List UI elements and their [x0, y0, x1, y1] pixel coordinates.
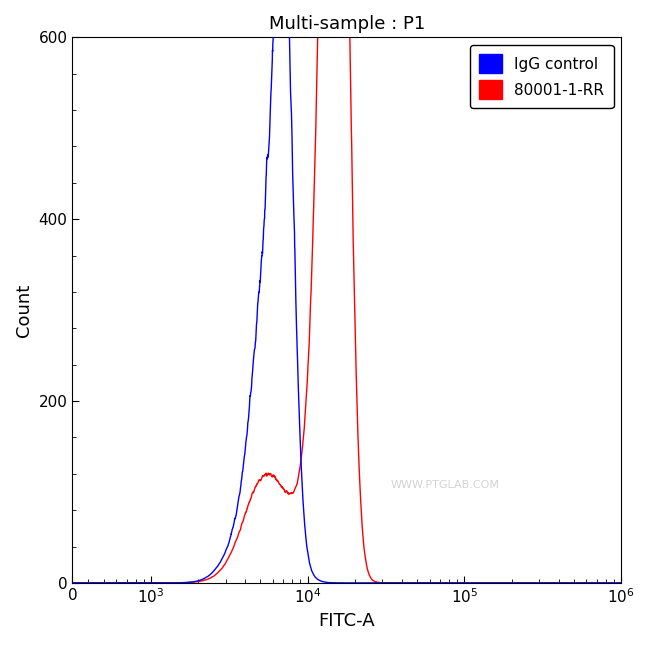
X-axis label: FITC-A: FITC-A: [318, 612, 375, 630]
Legend: IgG control, 80001-1-RR: IgG control, 80001-1-RR: [470, 45, 614, 108]
Title: Multi-sample : P1: Multi-sample : P1: [268, 15, 425, 33]
Y-axis label: Count: Count: [15, 284, 33, 337]
Text: WWW.PTGLAB.COM: WWW.PTGLAB.COM: [391, 480, 500, 490]
